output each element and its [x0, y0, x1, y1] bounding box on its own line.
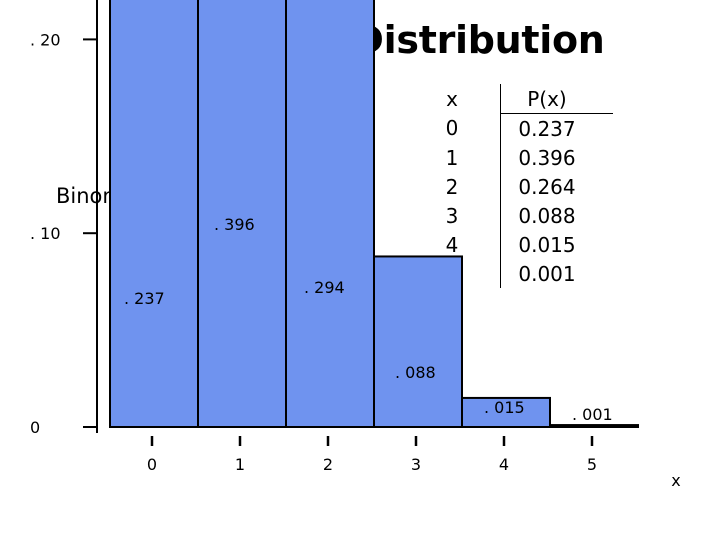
y-tick-label: . 10	[30, 224, 61, 243]
bar	[549, 424, 639, 429]
x-tick-label: 0	[147, 455, 157, 474]
y-tick-label: . 20	[30, 30, 61, 49]
x-tick-label: 3	[411, 455, 421, 474]
table-row: 1 0.396	[432, 143, 613, 172]
data-label: . 088	[395, 363, 436, 382]
data-label: . 237	[124, 289, 165, 308]
table-cell-px: 0.264	[518, 174, 576, 199]
x-tick-label: 4	[499, 455, 509, 474]
table-cell-x: 4	[445, 232, 459, 257]
data-label: . 294	[304, 278, 345, 297]
table-cell-px: 0.396	[518, 145, 576, 170]
x-tick-label: 5	[587, 455, 597, 474]
table-cell-px: 0.237	[518, 116, 576, 141]
table-cell-x: 1	[445, 145, 459, 170]
table-row: 0 0.237	[432, 113, 613, 143]
header-px: P(x)	[500, 84, 593, 114]
x-tick-label: 1	[235, 455, 245, 474]
bar	[197, 0, 287, 428]
table-row: 3 0.088	[432, 201, 613, 230]
bar	[285, 0, 375, 428]
table-cell-x: 2	[445, 174, 459, 199]
data-label: . 001	[572, 405, 613, 424]
header-x: x	[446, 86, 458, 111]
bar	[109, 0, 199, 428]
x-tick-label: 2	[323, 455, 333, 474]
data-label: . 015	[484, 398, 525, 417]
table-cell-x: 0	[445, 116, 459, 141]
bar	[461, 396, 551, 428]
y-tick-label: 0	[30, 418, 40, 437]
table-header-row: x P(x)	[432, 84, 613, 114]
table-row: 2 0.264	[432, 172, 613, 201]
x-axis-label: x	[671, 471, 680, 490]
table-cell-px: 0.001	[518, 261, 576, 286]
bar	[373, 255, 463, 428]
table-cell-x: 3	[445, 203, 459, 228]
table-cell-px: 0.015	[518, 232, 576, 257]
probability-table: x P(x) 00.23710.39620.26430.08840.01550.…	[432, 84, 613, 288]
table-row: 4 0.015	[432, 230, 613, 259]
data-label: . 396	[214, 215, 255, 234]
table-cell-px: 0.088	[518, 203, 576, 228]
